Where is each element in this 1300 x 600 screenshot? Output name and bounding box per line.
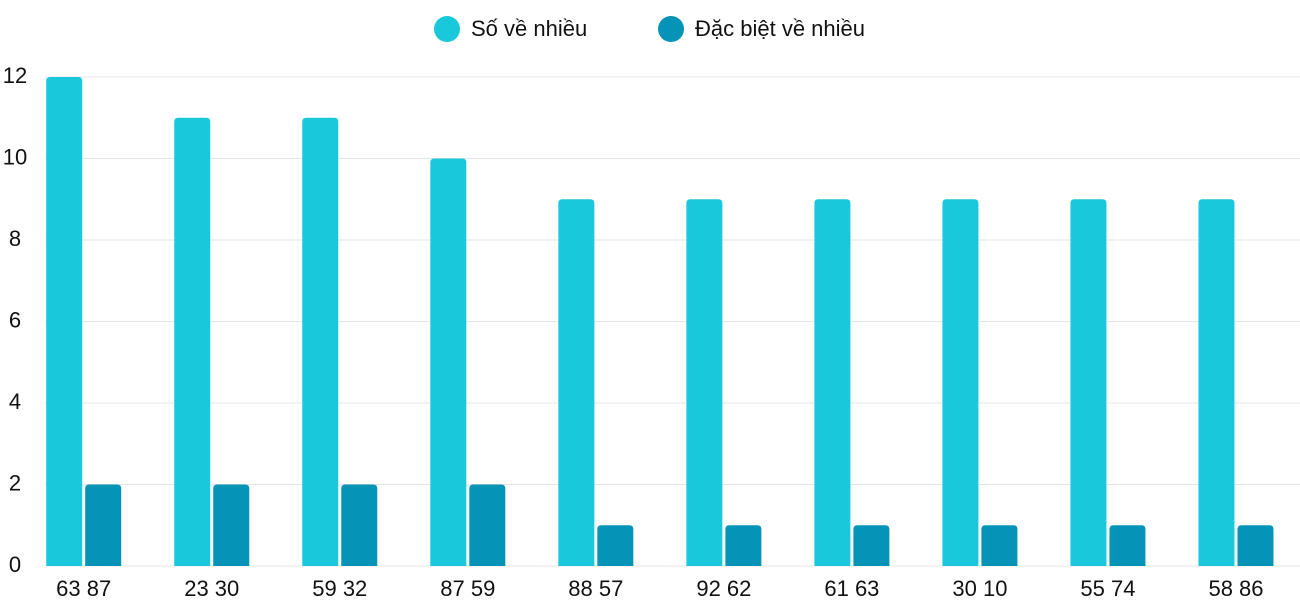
bar (430, 158, 467, 566)
bar (469, 484, 506, 566)
x-tick-label: 92 62 (696, 576, 751, 600)
x-tick-label: 23 30 (184, 576, 239, 600)
bar (1198, 199, 1235, 566)
bar (558, 199, 595, 566)
bar (1109, 525, 1146, 566)
bar (302, 117, 339, 566)
bar (1070, 199, 1107, 566)
x-tick-label: 87 59 (440, 576, 495, 600)
y-tick-label: 12 (3, 63, 27, 88)
bar (981, 525, 1018, 566)
x-tick-label: 63 87 (56, 576, 111, 600)
y-tick-label: 8 (9, 226, 21, 251)
bar (46, 77, 83, 566)
x-tick-label: 55 74 (1080, 576, 1135, 600)
bar (853, 525, 890, 566)
x-tick-label: 61 63 (824, 576, 879, 600)
bar (1237, 525, 1274, 566)
y-tick-label: 6 (9, 307, 21, 332)
y-tick-label: 10 (3, 144, 27, 169)
legend-label: Số về nhiều (471, 16, 587, 41)
bar (85, 484, 122, 566)
legend-marker (434, 16, 460, 42)
y-tick-label: 0 (9, 552, 21, 577)
x-tick-label: 59 32 (312, 576, 367, 600)
bar (686, 199, 723, 566)
bar (174, 117, 211, 566)
y-tick-label: 4 (9, 389, 21, 414)
x-tick-label: 88 57 (568, 576, 623, 600)
bar (597, 525, 634, 566)
bar (341, 484, 378, 566)
x-tick-label: 30 10 (952, 576, 1007, 600)
bar (814, 199, 851, 566)
legend-label: Đặc biệt về nhiều (695, 16, 865, 41)
legend-marker (658, 16, 684, 42)
x-tick-label: 58 86 (1208, 576, 1263, 600)
y-tick-label: 2 (9, 470, 21, 495)
bar (213, 484, 250, 566)
bar (942, 199, 979, 566)
bar (725, 525, 762, 566)
